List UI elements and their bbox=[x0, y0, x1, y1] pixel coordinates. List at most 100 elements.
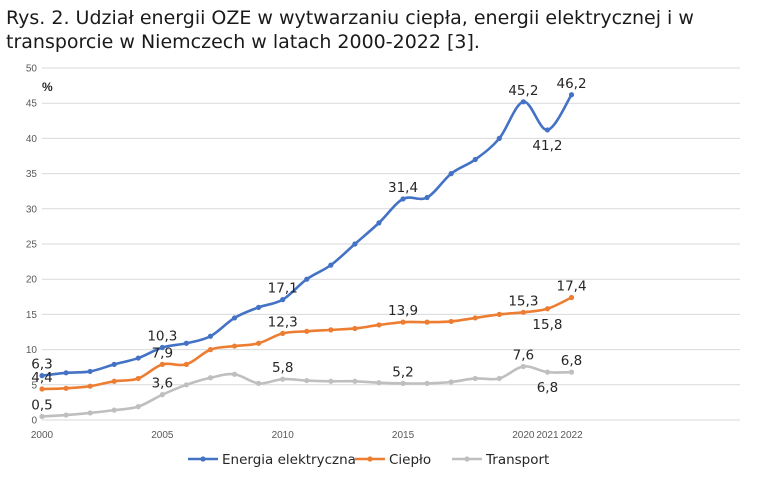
data-point-energia-elektryczna bbox=[304, 276, 310, 282]
data-point-ciep-o bbox=[256, 340, 262, 346]
data-point-transport bbox=[328, 378, 334, 384]
y-tick-label: 20 bbox=[26, 275, 38, 286]
series-lines bbox=[39, 92, 575, 420]
data-point-ciep-o bbox=[496, 311, 502, 317]
legend: Energia elektryczna Ciepło Transport bbox=[188, 452, 549, 468]
data-point-transport bbox=[304, 377, 310, 384]
data-label-ciep-o: 7,9 bbox=[152, 345, 173, 361]
data-point-ciep-o bbox=[448, 318, 454, 325]
x-tick-label: 2015 bbox=[392, 430, 415, 441]
x-tick-label: 2010 bbox=[272, 430, 295, 441]
data-point-energia-elektryczna bbox=[520, 99, 526, 105]
data-point-transport bbox=[183, 382, 190, 388]
data-point-transport bbox=[376, 380, 382, 386]
data-point-energia-elektryczna bbox=[135, 355, 141, 361]
x-tick-label: 2000 bbox=[31, 430, 54, 441]
y-tick-label: 40 bbox=[26, 134, 38, 145]
data-point-energia-elektryczna bbox=[472, 156, 478, 163]
data-point-transport bbox=[256, 380, 262, 386]
x-tick-label: 2005 bbox=[151, 430, 174, 441]
legend-label-transport: Transport bbox=[485, 452, 549, 468]
data-label-ciep-o: 17,4 bbox=[556, 279, 586, 295]
data-point-ciep-o bbox=[376, 322, 382, 328]
y-tick-label: 35 bbox=[26, 169, 38, 180]
y-tick-label: 10 bbox=[26, 345, 38, 356]
chart-title: Rys. 2. Udział energii OZE w wytwarzaniu… bbox=[6, 7, 694, 53]
data-point-transport bbox=[231, 371, 238, 377]
data-point-ciep-o bbox=[63, 385, 69, 391]
data-point-energia-elektryczna bbox=[424, 194, 430, 201]
data-labels: 6,3 10,3 17,1 31,4 45,2 41,2 46,2 4,4 7,9 12,3 13,… bbox=[31, 76, 586, 414]
data-point-energia-elektryczna bbox=[496, 135, 502, 141]
data-point-energia-elektryczna bbox=[87, 368, 93, 375]
legend-label-ciep-o: Ciepło bbox=[389, 452, 431, 468]
data-point-ciep-o bbox=[352, 325, 358, 332]
data-label-ciep-o: 12,3 bbox=[268, 314, 298, 330]
y-tick-label: 25 bbox=[26, 240, 38, 251]
data-label-transport: 6,8 bbox=[561, 353, 582, 369]
data-point-ciep-o bbox=[207, 347, 214, 353]
data-point-energia-elektryczna bbox=[400, 196, 406, 202]
data-point-ciep-o bbox=[135, 375, 141, 382]
data-label-transport: 6,8 bbox=[537, 380, 558, 396]
data-label-energia-elektryczna: 45,2 bbox=[508, 83, 538, 99]
data-label-energia-elektryczna: 10,3 bbox=[147, 328, 177, 344]
data-label-ciep-o: 13,9 bbox=[388, 303, 418, 319]
data-point-transport bbox=[448, 379, 454, 385]
y-tick-label: 45 bbox=[26, 99, 38, 110]
data-point-transport bbox=[63, 412, 69, 418]
data-point-transport bbox=[520, 363, 526, 370]
data-point-energia-elektryczna bbox=[63, 370, 69, 376]
data-label-transport: 5,2 bbox=[392, 364, 413, 380]
data-label-transport: 3,6 bbox=[152, 376, 173, 392]
data-point-transport bbox=[111, 407, 117, 413]
data-point-transport bbox=[424, 380, 430, 386]
data-point-ciep-o bbox=[87, 383, 93, 389]
data-label-energia-elektryczna: 17,1 bbox=[268, 281, 298, 297]
data-label-energia-elektryczna: 46,2 bbox=[556, 76, 586, 92]
data-point-ciep-o bbox=[544, 306, 551, 312]
data-point-energia-elektryczna bbox=[256, 304, 262, 310]
data-point-transport bbox=[472, 375, 478, 382]
grid-lines bbox=[42, 67, 740, 421]
data-point-energia-elektryczna bbox=[544, 127, 551, 133]
data-point-ciep-o bbox=[280, 330, 286, 337]
legend-marker-transport bbox=[464, 456, 470, 462]
data-label-energia-elektryczna: 41,2 bbox=[532, 138, 562, 154]
data-point-ciep-o bbox=[231, 343, 238, 349]
y-tick-label: 50 bbox=[26, 64, 38, 75]
data-point-energia-elektryczna bbox=[231, 315, 238, 321]
legend-label-energia-elektryczna: Energia elektryczna bbox=[222, 452, 356, 468]
data-point-transport bbox=[568, 369, 575, 375]
y-tick-label: 30 bbox=[26, 204, 38, 215]
data-point-transport bbox=[352, 378, 358, 384]
series-line-ciep-o bbox=[41, 296, 573, 391]
data-point-transport bbox=[39, 413, 45, 420]
data-point-ciep-o bbox=[520, 309, 526, 315]
data-point-ciep-o bbox=[424, 319, 430, 325]
data-point-ciep-o bbox=[183, 361, 190, 367]
data-point-transport bbox=[544, 369, 551, 375]
data-label-transport: 7,6 bbox=[513, 347, 534, 363]
data-label-ciep-o: 4,4 bbox=[31, 370, 52, 386]
axes: 0 5 10 15 20 25 30 35 40 45 50 2000 2005 2010 2015 2020… bbox=[26, 64, 583, 442]
legend-marker-energia-elektryczna bbox=[200, 456, 206, 462]
data-point-transport bbox=[400, 380, 406, 386]
data-point-transport bbox=[87, 410, 93, 416]
data-label-ciep-o: 15,8 bbox=[532, 317, 562, 333]
data-point-energia-elektryczna bbox=[352, 241, 358, 247]
data-label-ciep-o: 15,3 bbox=[508, 293, 538, 309]
x-tick-label: 2022 bbox=[560, 430, 583, 441]
data-point-energia-elektryczna bbox=[568, 92, 575, 98]
data-point-energia-elektryczna bbox=[328, 262, 334, 268]
data-point-transport bbox=[280, 376, 286, 382]
data-label-transport: 5,8 bbox=[272, 360, 293, 376]
data-point-energia-elektryczna bbox=[159, 344, 165, 351]
data-point-ciep-o bbox=[328, 327, 334, 333]
data-point-transport bbox=[135, 404, 141, 410]
y-tick-label: 5 bbox=[31, 380, 37, 391]
x-tick-label: 2021 bbox=[536, 430, 559, 441]
data-point-ciep-o bbox=[568, 294, 575, 301]
data-point-energia-elektryczna bbox=[376, 220, 382, 226]
